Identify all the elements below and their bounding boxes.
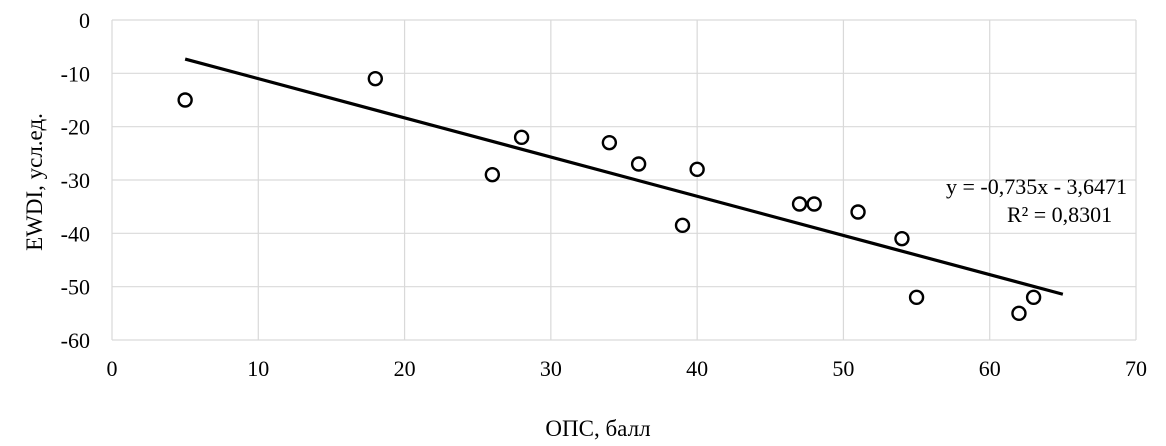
trendline-group (184, 57, 1064, 296)
data-point-14 (1025, 289, 1042, 306)
y-tick-label-2: -20 (61, 115, 90, 140)
data-point-7 (689, 161, 705, 178)
data-point-6 (674, 217, 691, 234)
data-point-4 (601, 134, 618, 151)
data-point-3 (513, 129, 530, 146)
data-point-5 (630, 156, 647, 172)
x-tick-label-7: 70 (1125, 356, 1147, 381)
data-point-11 (894, 230, 910, 247)
y-tick-label-0: 0 (79, 8, 90, 33)
x-tick-label-1: 10 (247, 356, 269, 381)
data-point-9 (806, 196, 822, 212)
x-tick-label-6: 60 (979, 356, 1001, 381)
grid (111, 19, 1137, 341)
y-tick-label-1: -10 (61, 61, 90, 86)
y-axis-title: EWDI, усл.ед. (22, 113, 47, 251)
data-point-10 (850, 204, 866, 220)
data-point-12 (908, 289, 925, 306)
x-tick-label-4: 40 (686, 356, 708, 381)
data-point-0 (177, 92, 193, 108)
tick-labels: 0 10 20 30 40 50 60 70 0 -10 -20 -30 -40 -50 -60 (61, 8, 1147, 381)
data-point-2 (484, 166, 501, 183)
y-tick-label-3: -30 (61, 168, 90, 193)
x-tick-label-0: 0 (107, 356, 118, 381)
y-tick-label-5: -50 (61, 275, 90, 300)
y-tick-label-6: -60 (61, 328, 90, 353)
data-point-1 (367, 70, 384, 87)
trendline-r-squared: R² = 0,8301 (1007, 202, 1112, 227)
trendline-equation: y = -0,735x - 3,6471 (946, 174, 1127, 199)
x-tick-label-2: 20 (394, 356, 416, 381)
trendline (184, 57, 1064, 296)
x-tick-label-3: 30 (540, 356, 562, 381)
x-axis-title: ОПС, балл (545, 416, 650, 441)
data-point-8 (791, 196, 808, 212)
data-point-13 (1011, 305, 1027, 322)
x-tick-label-5: 50 (832, 356, 854, 381)
data-points (177, 70, 1042, 322)
y-tick-label-4: -40 (61, 221, 90, 246)
